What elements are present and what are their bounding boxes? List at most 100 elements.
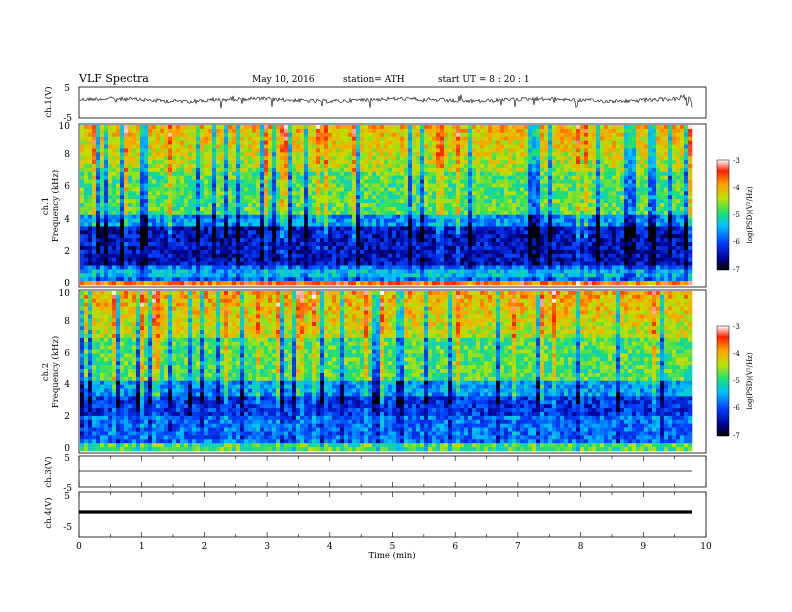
spectrogram-cell [432, 171, 437, 177]
spectrogram-cell [548, 140, 553, 145]
spectrogram-cell [488, 144, 493, 149]
spectrogram-cell [344, 249, 349, 255]
spectrogram-cell [516, 148, 521, 153]
spectrogram-cell [572, 210, 577, 216]
spectrogram-cell [476, 179, 481, 184]
spectrogram-cell [448, 245, 453, 251]
spectrogram-cell [160, 238, 165, 243]
spectrogram-cell [588, 140, 593, 145]
spectrogram-cell [504, 238, 509, 243]
spectrogram-cell [236, 249, 241, 255]
spectrogram-cell [488, 242, 493, 247]
spectrogram-cell [448, 179, 453, 184]
spectrogram-cell [252, 148, 257, 153]
spectrogram-cell [404, 238, 409, 243]
spectrogram-cell [440, 222, 445, 227]
spectrogram-cell [384, 136, 389, 141]
spectrogram-cell [420, 132, 425, 137]
spectrogram-cell [580, 245, 585, 251]
spectrogram-cell [404, 245, 409, 251]
spectrogram-cell [324, 214, 329, 219]
spectrogram-cell [196, 140, 201, 145]
spectrogram-cell [524, 222, 529, 227]
spectrogram-cell [368, 191, 373, 196]
spectrogram-cell [88, 140, 93, 145]
spectrogram-cell [672, 136, 677, 141]
spectrogram-cell [332, 136, 337, 141]
spectrogram-cell [100, 175, 105, 180]
spectrogram-cell [404, 249, 409, 255]
spectrogram-cell [284, 187, 289, 192]
spectrogram-cell [512, 148, 517, 153]
spectrogram-cell [580, 195, 585, 200]
spectrogram-cell [396, 234, 401, 239]
spectrogram-cell [84, 214, 89, 219]
spectrogram-cell [460, 187, 465, 192]
spectrogram-cell [256, 175, 261, 180]
spectrogram-cell [292, 167, 297, 173]
spectrogram-cell [196, 249, 201, 255]
spectrogram-cell [176, 245, 181, 251]
spectrogram-cell [680, 195, 685, 200]
spectrogram-cell [400, 136, 405, 141]
spectrogram-cell [416, 245, 421, 251]
spectrogram-cell [640, 238, 645, 243]
spectrogram-cell [428, 195, 433, 200]
spectrogram-cell [644, 199, 649, 204]
spectrogram-cell [568, 183, 573, 188]
spectrogram-cell [156, 167, 161, 173]
spectrogram-cell [592, 199, 597, 204]
spectrogram-cell [364, 132, 369, 137]
spectrogram-cell [332, 191, 337, 196]
spectrogram-cell [520, 136, 525, 141]
spectrogram-cell [232, 156, 237, 161]
spectrogram-cell [404, 136, 409, 141]
spectrogram-cell [364, 230, 369, 235]
spectrogram-cell [248, 206, 253, 212]
spectrogram-cell [204, 249, 209, 255]
spectrogram-cell [204, 128, 209, 134]
spectrogram-cell [396, 132, 401, 137]
spectrogram-cell [88, 183, 93, 188]
spectrogram-cell [520, 238, 525, 243]
spectrogram-cell [668, 210, 673, 216]
spectrogram-cell [136, 156, 141, 161]
spectrogram-cell [516, 230, 521, 235]
spectrogram-cell [92, 183, 97, 188]
spectrogram-cell [128, 206, 133, 212]
spectrogram-cell [196, 125, 201, 130]
spectrogram-cell [336, 167, 341, 173]
spectrogram-cell [624, 136, 629, 141]
spectrogram-cell [460, 230, 465, 235]
spectrogram-cell [84, 238, 89, 243]
spectrogram-cell [472, 242, 477, 247]
spectrogram-cell [456, 125, 461, 130]
spectrogram-cell [384, 214, 389, 219]
spectrogram-cell [440, 195, 445, 200]
spectrogram-cell [268, 245, 273, 251]
spectrogram-cell [672, 195, 677, 200]
spectrogram-cell [604, 214, 609, 219]
spectrogram-cell [256, 249, 261, 255]
spectrogram-cell [272, 226, 277, 231]
spectrogram-cell [672, 226, 677, 231]
spectrogram-cell [124, 234, 129, 239]
spectrogram-cell [88, 167, 93, 173]
spectrogram-cell [652, 167, 657, 173]
spectrogram-cell [140, 214, 145, 219]
spectrogram-cell [536, 175, 541, 180]
spectrogram-cell [344, 226, 349, 231]
spectrogram-cell [468, 195, 473, 200]
spectrogram-cell [232, 222, 237, 227]
spectrogram-cell [560, 191, 565, 196]
spectrogram-cell [624, 218, 629, 223]
spectrogram-cell [212, 171, 217, 177]
spectrogram-cell [412, 152, 417, 157]
spectrogram-cell [112, 164, 117, 169]
spectrogram-cell [100, 191, 105, 196]
spectrogram-cell [532, 125, 537, 130]
spectrogram-cell [188, 179, 193, 184]
spectrogram-cell [660, 167, 665, 173]
spectrogram-cell [688, 199, 693, 204]
spectrogram-cell [608, 234, 613, 239]
